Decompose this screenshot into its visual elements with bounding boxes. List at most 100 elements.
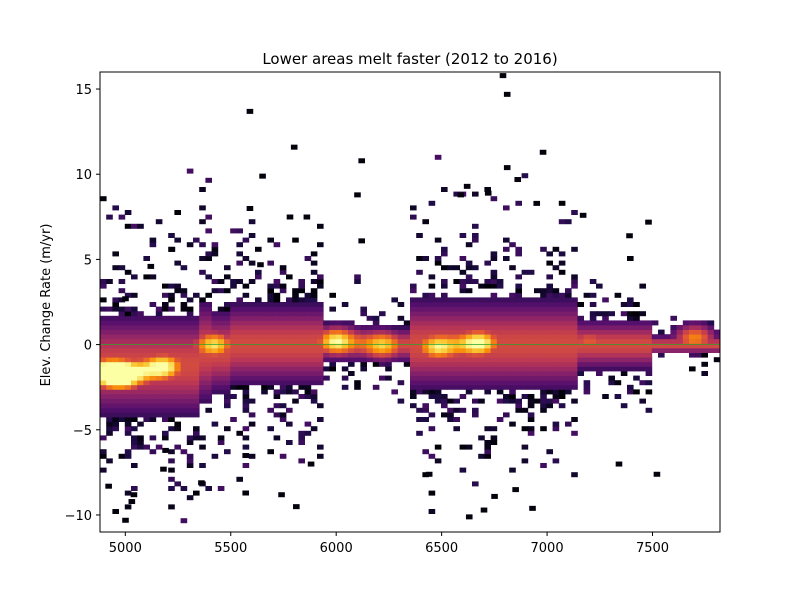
- heatmap-cell: [199, 348, 206, 353]
- heatmap-cell: [298, 440, 305, 445]
- heatmap-cell: [199, 444, 206, 450]
- outlier-cell: [246, 206, 254, 211]
- heatmap-cell: [186, 361, 194, 367]
- outlier-cell: [579, 212, 587, 218]
- heatmap-cell: [248, 412, 256, 418]
- heatmap-cell: [459, 283, 467, 289]
- heatmap-cell: [298, 329, 305, 335]
- heatmap-cell: [490, 269, 498, 275]
- heatmap-cell: [168, 449, 175, 455]
- heatmap-cell: [211, 348, 219, 353]
- heatmap-cell: [416, 348, 423, 353]
- heatmap-cell: [267, 302, 274, 307]
- heatmap-cell: [248, 343, 256, 349]
- heatmap-cell: [149, 320, 157, 326]
- heatmap-cell: [577, 329, 584, 335]
- heatmap-cell: [248, 302, 256, 307]
- heatmap-cell: [596, 343, 603, 349]
- heatmap-cell: [286, 421, 293, 427]
- heatmap-cell: [620, 352, 628, 358]
- outlier-cell: [293, 504, 300, 510]
- heatmap-cell: [193, 361, 200, 367]
- heatmap-cell: [589, 329, 597, 335]
- heatmap-cell: [230, 302, 237, 307]
- heatmap-cell: [379, 329, 386, 335]
- heatmap-cell: [317, 274, 324, 280]
- heatmap-cell: [329, 334, 336, 340]
- heatmap-cell: [112, 375, 119, 381]
- heatmap-cell: [465, 279, 473, 284]
- heatmap-cell: [515, 343, 522, 349]
- heatmap-cell: [571, 348, 578, 353]
- heatmap-cell: [205, 302, 212, 307]
- heatmap-cell: [496, 398, 504, 404]
- heatmap-cell: [527, 384, 535, 390]
- heatmap-cell: [137, 389, 144, 395]
- heatmap-cell: [589, 361, 597, 367]
- heatmap-cell: [310, 380, 318, 386]
- heatmap-cell: [472, 191, 479, 197]
- heatmap-cell: [310, 334, 318, 340]
- heatmap-cell: [118, 329, 126, 335]
- outlier-cell: [303, 214, 311, 220]
- heatmap-cell: [627, 366, 634, 372]
- heatmap-cell: [335, 348, 343, 353]
- heatmap-cell: [174, 412, 181, 418]
- heatmap-cell: [633, 352, 640, 358]
- heatmap-cell: [397, 315, 405, 321]
- heatmap-cell: [248, 357, 256, 363]
- heatmap-cell: [242, 435, 250, 441]
- heatmap-cell: [608, 329, 615, 335]
- heatmap-cell: [434, 320, 442, 326]
- heatmap-cell: [552, 288, 560, 294]
- heatmap-cell: [304, 329, 312, 335]
- heatmap-cell: [162, 389, 169, 395]
- heatmap-cell: [490, 196, 498, 202]
- heatmap-cell: [571, 320, 578, 326]
- heatmap-cell: [124, 223, 132, 229]
- heatmap-cell: [255, 315, 262, 321]
- heatmap-cell: [682, 329, 690, 335]
- heatmap-cell: [304, 371, 312, 376]
- heatmap-cell: [459, 371, 467, 376]
- heatmap-cell: [428, 490, 436, 496]
- heatmap-cell: [341, 334, 349, 340]
- heatmap-cell: [329, 366, 336, 372]
- heatmap-cell: [422, 357, 429, 363]
- outlier-cell: [465, 514, 473, 520]
- heatmap-cell: [515, 325, 522, 330]
- heatmap-cell: [472, 311, 479, 317]
- heatmap-cell: [428, 371, 436, 376]
- outlier-cell: [358, 158, 365, 164]
- heatmap-cell: [186, 398, 194, 404]
- heatmap-cell: [571, 325, 578, 330]
- heatmap-cell: [292, 371, 299, 376]
- heatmap-cell: [323, 357, 330, 363]
- heatmap-cell: [255, 311, 262, 317]
- heatmap-cell: [261, 352, 268, 358]
- heatmap-cell: [447, 384, 454, 390]
- heatmap-cell: [707, 348, 715, 353]
- heatmap-cell: [689, 338, 696, 344]
- heatmap-cell: [447, 334, 454, 340]
- heatmap-cell: [565, 292, 572, 298]
- heatmap-cell: [490, 283, 498, 289]
- heatmap-cell: [459, 233, 467, 238]
- heatmap-cell: [571, 334, 578, 340]
- heatmap-cell: [689, 325, 696, 330]
- heatmap-cell: [186, 407, 194, 413]
- heatmap-cell: [478, 361, 485, 367]
- heatmap-cell: [484, 375, 491, 381]
- heatmap-cell: [106, 375, 113, 381]
- heatmap-cell: [298, 315, 305, 321]
- heatmap-cell: [627, 334, 634, 340]
- heatmap-cell: [193, 380, 200, 386]
- heatmap-cell: [571, 430, 578, 436]
- heatmap-cell: [261, 302, 268, 307]
- heatmap-cell: [490, 371, 498, 376]
- heatmap-cell: [509, 315, 516, 321]
- heatmap-cell: [248, 453, 256, 459]
- heatmap-cell: [323, 320, 330, 326]
- heatmap-cell: [155, 338, 163, 344]
- heatmap-cell: [695, 352, 702, 358]
